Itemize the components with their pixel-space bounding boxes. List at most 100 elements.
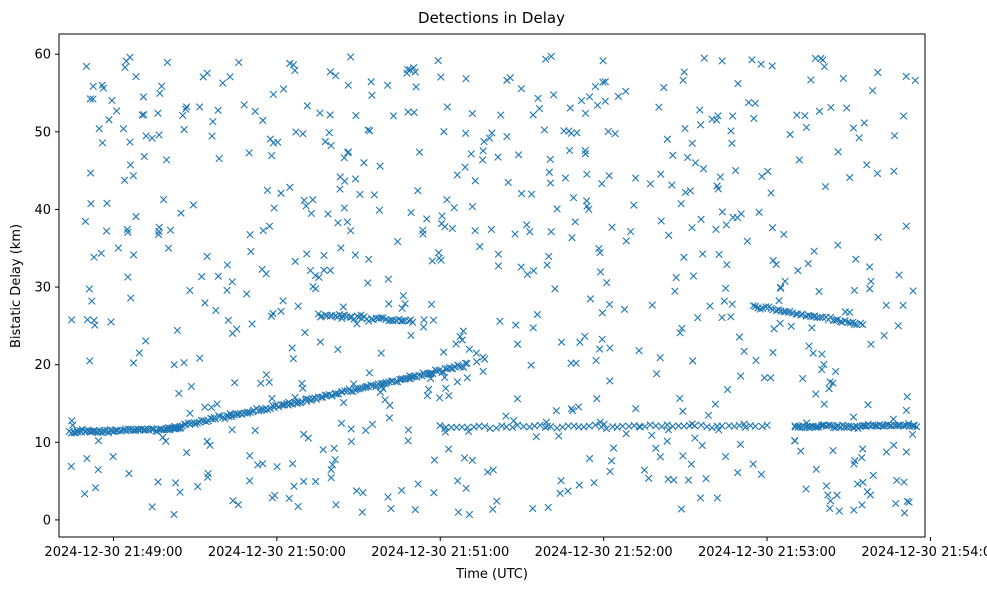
detection-point <box>119 125 128 133</box>
detection-point <box>412 83 420 91</box>
detection-point <box>124 273 132 281</box>
detection-point <box>213 400 221 408</box>
detection-point <box>197 416 206 425</box>
detection-point <box>334 219 342 227</box>
detection-point <box>591 421 600 429</box>
detection-point <box>566 104 574 112</box>
detection-point <box>676 329 684 337</box>
detection-point <box>408 318 417 327</box>
detection-point <box>547 227 555 236</box>
detection-point <box>679 452 687 460</box>
detection-point <box>804 259 812 268</box>
detection-point <box>401 300 409 308</box>
detection-point <box>601 97 609 105</box>
detection-point <box>159 195 168 204</box>
detection-point <box>262 371 271 379</box>
detection-point <box>357 311 365 319</box>
detection-point <box>795 156 804 164</box>
detection-point <box>826 378 834 386</box>
detection-point <box>453 378 462 386</box>
detection-point <box>336 185 344 193</box>
detection-point <box>652 444 660 453</box>
detection-point <box>902 72 910 81</box>
detection-point <box>549 91 558 99</box>
detection-point <box>880 422 888 430</box>
detection-point <box>124 228 132 236</box>
detection-point <box>309 196 317 204</box>
detection-point <box>894 322 902 330</box>
detection-point <box>162 156 171 164</box>
detection-point <box>858 445 867 453</box>
detection-point <box>291 257 299 266</box>
detection-point <box>170 360 178 369</box>
detection-point <box>849 124 858 132</box>
detection-point <box>299 430 308 439</box>
detection-point <box>476 242 484 251</box>
detection-point <box>756 305 764 313</box>
detection-point <box>572 359 580 367</box>
detection-point <box>298 379 306 388</box>
detection-point <box>147 425 156 433</box>
detection-point <box>166 226 175 234</box>
detection-point <box>441 223 449 231</box>
detection-point <box>768 62 776 70</box>
detection-point <box>356 190 364 199</box>
y-tick-label: 40 <box>34 203 51 218</box>
detection-point <box>404 108 412 116</box>
detection-point <box>535 104 544 113</box>
detection-point <box>570 422 578 430</box>
detection-point <box>758 422 766 431</box>
detection-point <box>680 68 688 76</box>
detection-point <box>769 348 777 357</box>
detection-point <box>332 501 340 509</box>
detection-point <box>564 422 573 430</box>
detection-point <box>656 354 664 362</box>
detection-point <box>737 210 745 218</box>
detection-point <box>202 417 210 426</box>
detection-point <box>829 446 837 455</box>
detection-point <box>900 478 908 486</box>
detection-point <box>504 178 512 187</box>
detection-point <box>832 316 840 324</box>
detection-point <box>137 425 146 433</box>
detection-point <box>208 132 216 140</box>
detection-point <box>509 416 518 425</box>
detection-point <box>584 205 593 214</box>
detection-point <box>688 420 696 428</box>
detection-point <box>519 422 528 431</box>
detection-point <box>445 391 453 400</box>
detection-point <box>564 487 572 495</box>
detection-point <box>378 382 386 390</box>
detection-point <box>781 277 789 285</box>
detection-point <box>576 338 584 346</box>
detection-point <box>385 300 393 308</box>
detection-point <box>852 321 861 329</box>
detection-point <box>565 146 574 155</box>
detection-point <box>320 251 328 260</box>
detection-point <box>755 208 763 216</box>
detection-point <box>285 494 293 503</box>
detection-point <box>127 294 135 302</box>
detection-point <box>436 421 444 430</box>
detection-point <box>488 129 496 137</box>
detection-point <box>529 267 538 275</box>
detection-point <box>176 488 184 496</box>
detection-point <box>598 309 607 317</box>
detection-point <box>818 365 826 374</box>
detection-point <box>859 478 867 487</box>
detection-point <box>86 169 95 177</box>
detection-point <box>316 338 325 346</box>
detection-point <box>468 109 477 118</box>
detection-point <box>251 107 259 116</box>
detection-point <box>289 61 298 69</box>
detection-point <box>904 420 913 428</box>
detection-point <box>749 301 758 310</box>
detection-point <box>689 272 698 280</box>
detection-point <box>479 147 487 155</box>
detection-point <box>534 94 542 103</box>
detection-point <box>132 212 140 221</box>
detection-point <box>461 359 470 367</box>
detection-point <box>494 262 503 270</box>
detection-point <box>88 297 96 305</box>
